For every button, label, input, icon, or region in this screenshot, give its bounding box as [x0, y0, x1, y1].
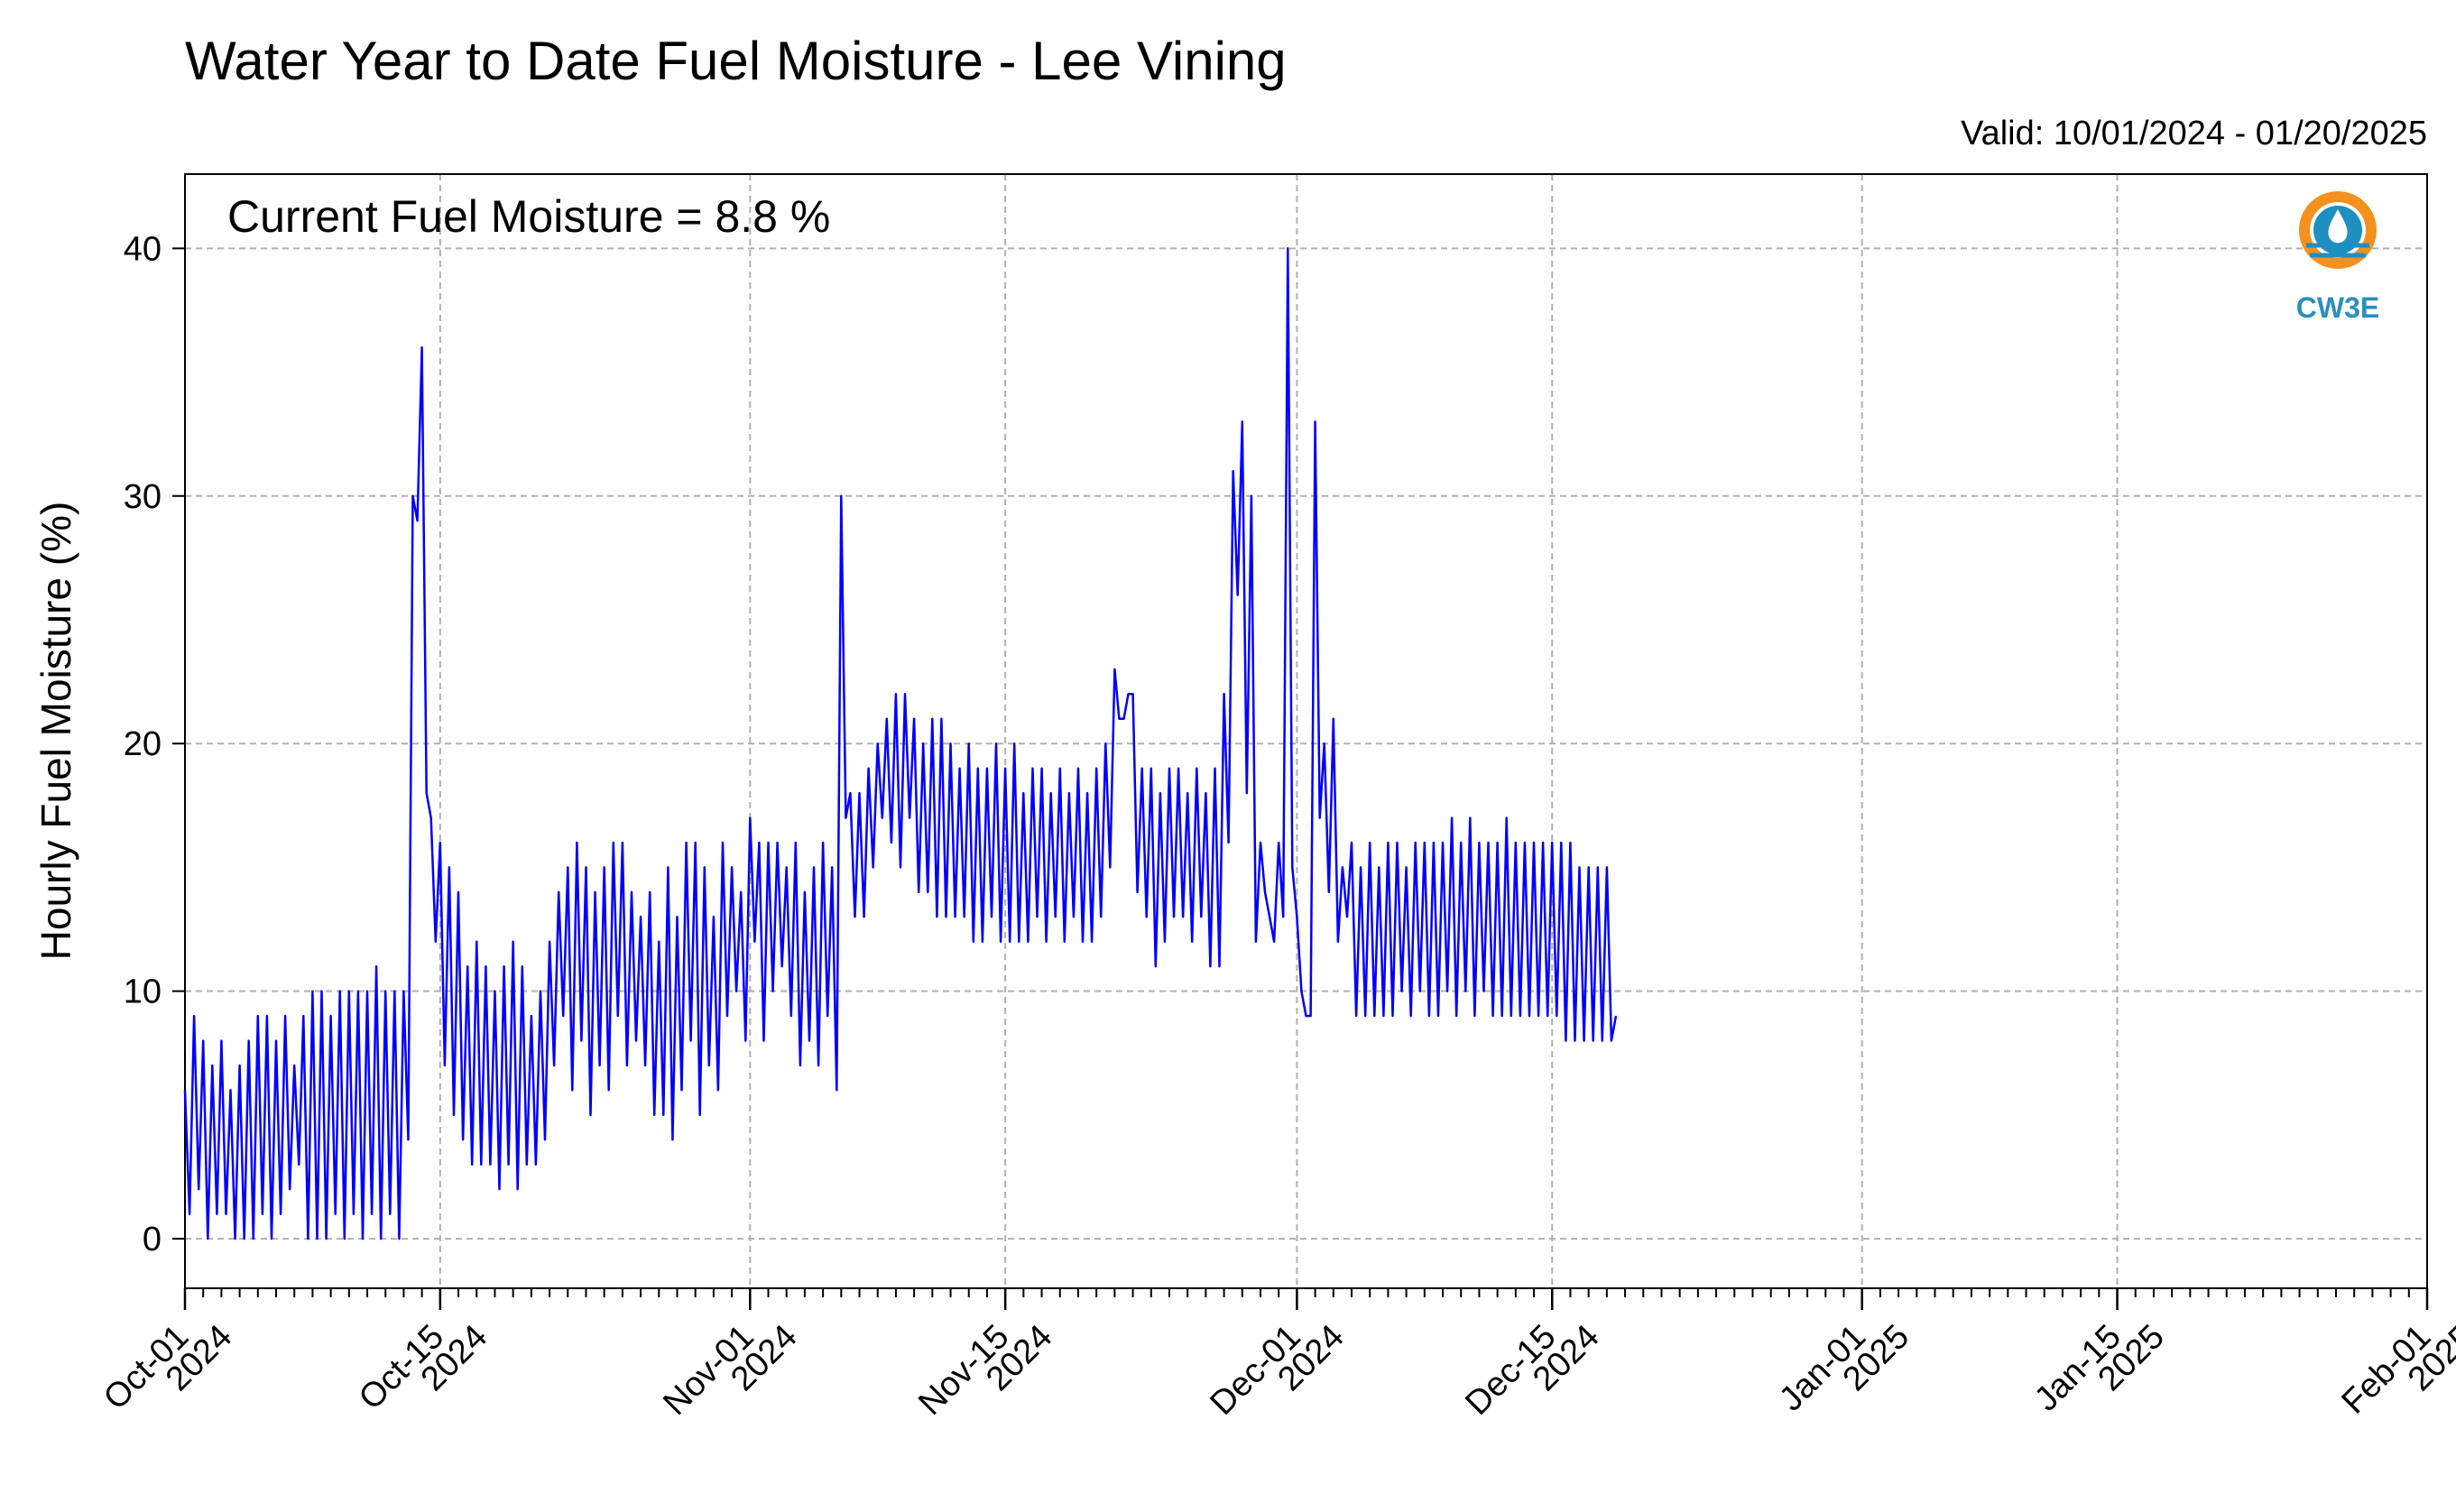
y-tick-label: 0	[143, 1221, 162, 1258]
y-tick-label: 40	[124, 230, 162, 268]
x-tick-label: Feb-012025	[2335, 1296, 2456, 1443]
x-tick-label: Dec-012024	[1203, 1296, 1351, 1444]
y-axis: 0 10 20 30 40	[124, 230, 185, 1258]
x-tick-label: Oct-152024	[352, 1296, 494, 1439]
fuel-moisture-line	[183, 247, 1618, 1240]
logo-text: CW3E	[2296, 291, 2379, 324]
gridlines	[184, 174, 2428, 1288]
x-axis: Oct-012024 Oct-152024 Nov-012024 Nov-152024…	[97, 1288, 2456, 1444]
x-tick-label: Oct-012024	[97, 1296, 239, 1439]
x-tick-label: Jan-152025	[2027, 1296, 2172, 1441]
y-tick-label: 30	[124, 478, 162, 516]
y-tick-label: 10	[124, 973, 162, 1011]
plot-area-frame	[184, 173, 2428, 1289]
x-tick-label: Dec-152024	[1458, 1296, 1606, 1444]
x-tick-label: Jan-012025	[1772, 1296, 1916, 1441]
chart-subtitle: Valid: 10/01/2024 - 01/20/2025	[1961, 115, 2427, 152]
current-fuel-moisture-annotation: Current Fuel Moisture = 8.8 %	[227, 191, 830, 242]
water-drop-icon	[2328, 209, 2348, 244]
x-tick-label: Nov-012024	[656, 1296, 804, 1444]
y-tick-label: 20	[124, 725, 162, 763]
cw3e-logo: CW3E	[2296, 191, 2379, 324]
chart-title: Water Year to Date Fuel Moisture - Lee V…	[185, 31, 1287, 91]
y-axis-label: Hourly Fuel Moisture (%)	[32, 502, 79, 961]
x-tick-label: Nov-152024	[911, 1296, 1059, 1444]
